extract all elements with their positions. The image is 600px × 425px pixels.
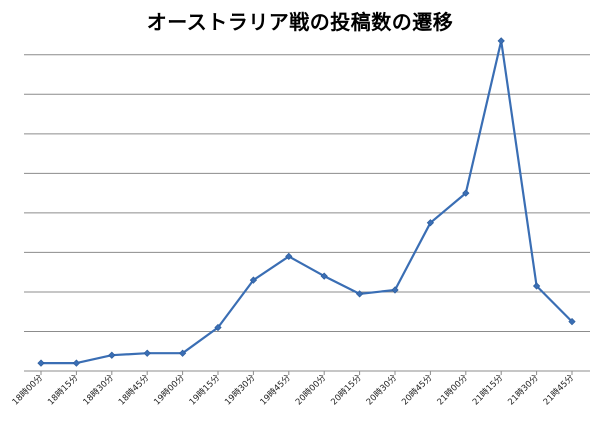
x-tick-label: 19時15分 [188,373,223,408]
x-tick-label: 20時30分 [365,373,400,408]
data-point [355,290,364,298]
data-point [249,276,258,284]
x-tick-label: 20時45分 [400,373,435,408]
data-point [426,219,435,227]
x-tick-label: 21時15分 [471,373,506,408]
data-point [320,272,328,280]
x-tick-label: 19時00分 [152,373,187,408]
x-tick-label: 18時15分 [46,373,81,408]
data-point [462,189,470,197]
x-tick-label: 19時30分 [223,373,258,408]
data-point [568,317,576,326]
x-tick-label: 20時00分 [294,373,329,408]
data-point [285,252,293,260]
data-point [497,37,505,45]
data-point [391,286,399,294]
x-tick-label: 18時30分 [82,373,117,408]
data-point [108,351,116,359]
data-point [37,359,45,367]
x-tick-label: 21時30分 [506,373,541,408]
series-line [41,39,573,365]
x-tick-label: 19時45分 [259,373,294,408]
data-point [72,359,81,367]
x-tick-label: 18時00分 [11,373,46,408]
data-point [178,349,187,357]
x-tick-label: 18時45分 [117,373,152,408]
data-point [532,282,541,290]
data-point [143,349,151,357]
x-tick-label: 20時15分 [329,373,364,408]
x-tick-label: 21時45分 [542,373,577,408]
chart-title: オーストラリア戦の投稿数の遷移 [146,10,454,34]
data-point [214,323,222,332]
x-tick-label: 21時00分 [436,373,471,408]
